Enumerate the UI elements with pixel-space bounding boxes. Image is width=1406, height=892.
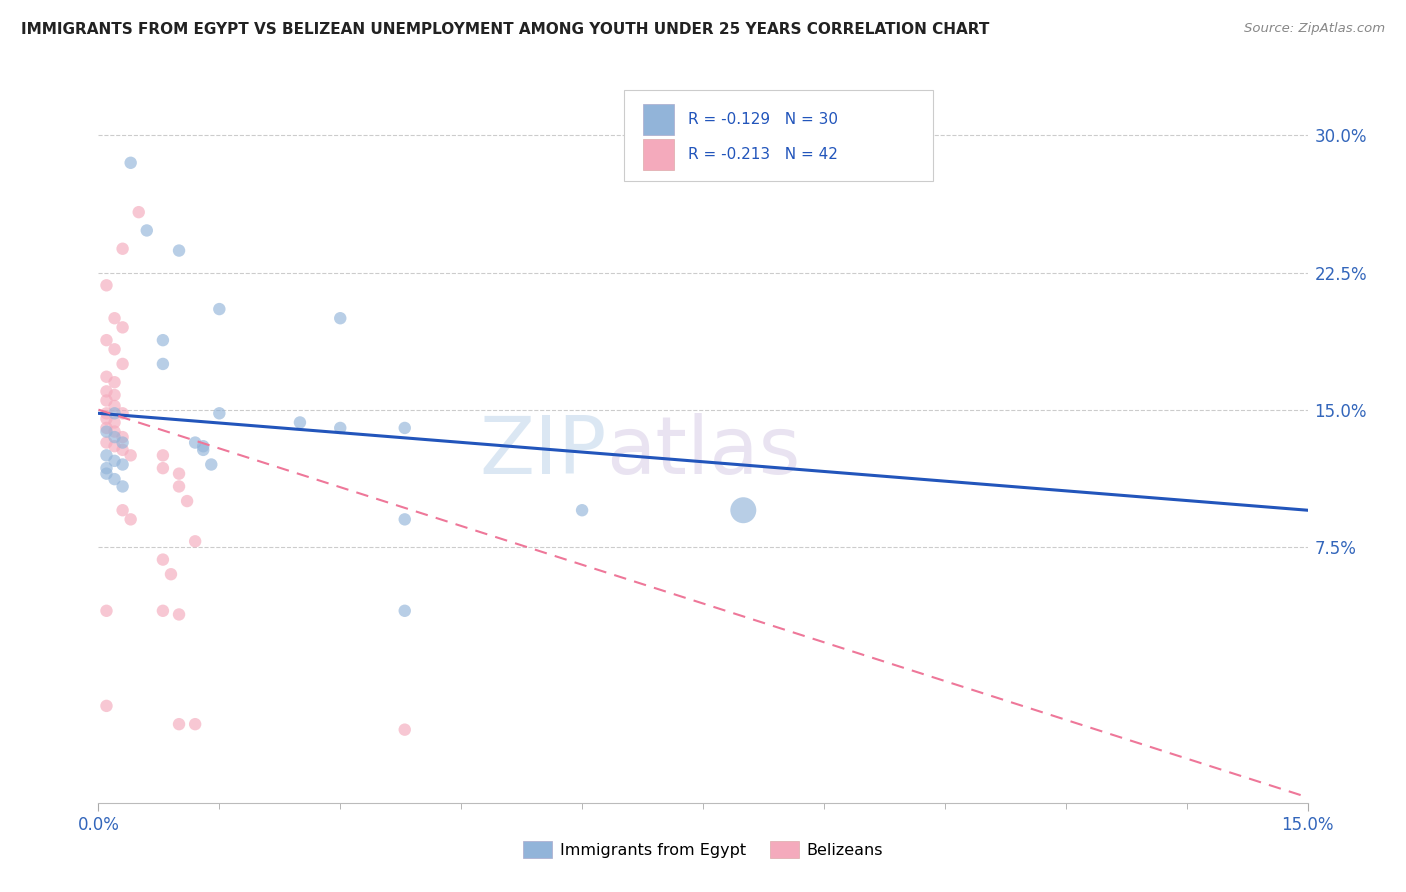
Point: [394, 723, 416, 737]
FancyBboxPatch shape: [624, 90, 932, 181]
Point: [111, 503, 134, 517]
Point: [167, 717, 190, 731]
Point: [103, 375, 125, 389]
Point: [128, 205, 150, 219]
Text: R = -0.129   N = 30: R = -0.129 N = 30: [689, 112, 838, 128]
Point: [329, 311, 352, 326]
Text: R = -0.213   N = 42: R = -0.213 N = 42: [689, 147, 838, 162]
Point: [152, 357, 174, 371]
Point: [103, 439, 125, 453]
Point: [184, 435, 207, 450]
Point: [111, 357, 134, 371]
Point: [208, 301, 231, 317]
Point: [103, 416, 125, 430]
Point: [111, 458, 134, 472]
Point: [329, 421, 352, 435]
FancyBboxPatch shape: [643, 139, 673, 170]
Point: [167, 479, 190, 493]
Point: [96, 425, 118, 439]
Point: [111, 479, 134, 493]
Point: [167, 467, 190, 481]
Point: [120, 512, 142, 526]
Point: [96, 393, 118, 408]
Point: [152, 461, 174, 475]
Point: [135, 223, 157, 237]
Text: ZIP: ZIP: [479, 413, 606, 491]
Point: [96, 448, 118, 462]
Point: [103, 454, 125, 468]
Legend: Immigrants from Egypt, Belizeans: Immigrants from Egypt, Belizeans: [516, 835, 890, 864]
Point: [111, 430, 134, 444]
Point: [571, 503, 593, 517]
Point: [96, 412, 118, 426]
Point: [96, 369, 118, 384]
Point: [160, 567, 183, 582]
Point: [103, 425, 125, 439]
Point: [96, 406, 118, 420]
Point: [167, 607, 190, 622]
Text: IMMIGRANTS FROM EGYPT VS BELIZEAN UNEMPLOYMENT AMONG YOUTH UNDER 25 YEARS CORREL: IMMIGRANTS FROM EGYPT VS BELIZEAN UNEMPL…: [21, 22, 990, 37]
Point: [184, 717, 207, 731]
FancyBboxPatch shape: [643, 104, 673, 135]
Point: [103, 430, 125, 444]
Point: [152, 604, 174, 618]
Point: [103, 388, 125, 402]
Point: [111, 435, 134, 450]
Point: [200, 458, 222, 472]
Point: [167, 244, 190, 258]
Point: [96, 435, 118, 450]
Text: atlas: atlas: [606, 413, 800, 491]
Point: [111, 442, 134, 457]
Point: [103, 472, 125, 486]
Point: [103, 311, 125, 326]
Point: [103, 406, 125, 420]
Point: [152, 448, 174, 462]
Point: [394, 421, 416, 435]
Point: [733, 503, 755, 517]
Point: [111, 320, 134, 334]
Point: [394, 604, 416, 618]
Point: [96, 384, 118, 399]
Point: [193, 439, 215, 453]
Point: [96, 461, 118, 475]
Text: Source: ZipAtlas.com: Source: ZipAtlas.com: [1244, 22, 1385, 36]
Point: [96, 604, 118, 618]
Point: [120, 448, 142, 462]
Point: [152, 333, 174, 347]
Point: [176, 494, 198, 508]
Point: [96, 698, 118, 713]
Point: [394, 512, 416, 526]
Point: [103, 343, 125, 357]
Point: [96, 333, 118, 347]
Point: [193, 442, 215, 457]
Point: [111, 406, 134, 420]
Point: [96, 421, 118, 435]
Point: [103, 399, 125, 413]
Point: [96, 467, 118, 481]
Point: [120, 156, 142, 170]
Point: [208, 406, 231, 420]
Point: [152, 552, 174, 566]
Point: [184, 534, 207, 549]
Point: [288, 416, 311, 430]
Point: [111, 242, 134, 256]
Point: [96, 278, 118, 293]
